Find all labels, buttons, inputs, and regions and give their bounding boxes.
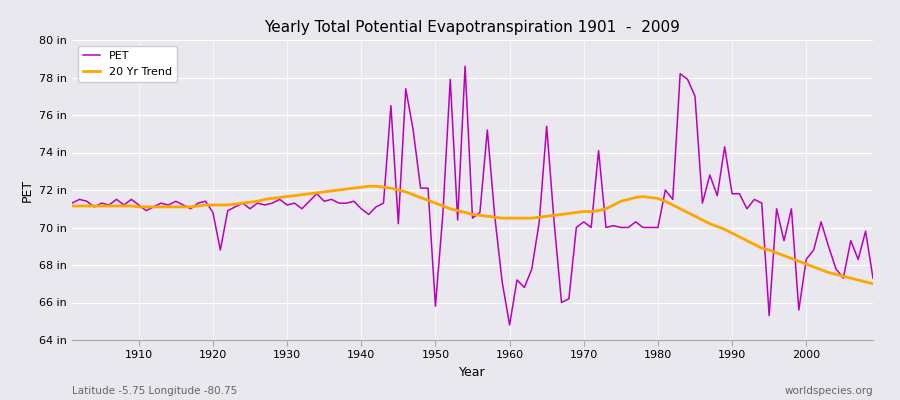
20 Yr Trend [511, 216, 522, 220]
Line: PET: PET [72, 66, 873, 325]
Legend: PET, 20 Yr Trend: PET, 20 Yr Trend [77, 46, 177, 82]
Title: Yearly Total Potential Evapotranspiration 1901  -  2009: Yearly Total Potential Evapotranspiratio… [265, 20, 680, 35]
20 Yr Trend [504, 216, 515, 220]
20 Yr Trend [67, 204, 77, 208]
PET [289, 201, 300, 206]
PET [126, 197, 137, 202]
20 Yr Trend [600, 206, 611, 211]
Text: Latitude -5.75 Longitude -80.75: Latitude -5.75 Longitude -80.75 [72, 386, 238, 396]
PET [519, 285, 530, 290]
PET [868, 276, 878, 280]
20 Yr Trend [126, 204, 137, 208]
PET [608, 223, 619, 228]
X-axis label: Year: Year [459, 366, 486, 379]
Y-axis label: PET: PET [21, 178, 33, 202]
PET [460, 64, 471, 69]
PET [334, 201, 345, 206]
Text: worldspecies.org: worldspecies.org [785, 386, 873, 396]
20 Yr Trend [334, 188, 345, 192]
20 Yr Trend [289, 193, 300, 198]
Line: 20 Yr Trend: 20 Yr Trend [72, 186, 873, 284]
PET [511, 278, 522, 282]
PET [67, 201, 77, 206]
20 Yr Trend [364, 184, 374, 189]
20 Yr Trend [868, 281, 878, 286]
PET [504, 322, 515, 327]
